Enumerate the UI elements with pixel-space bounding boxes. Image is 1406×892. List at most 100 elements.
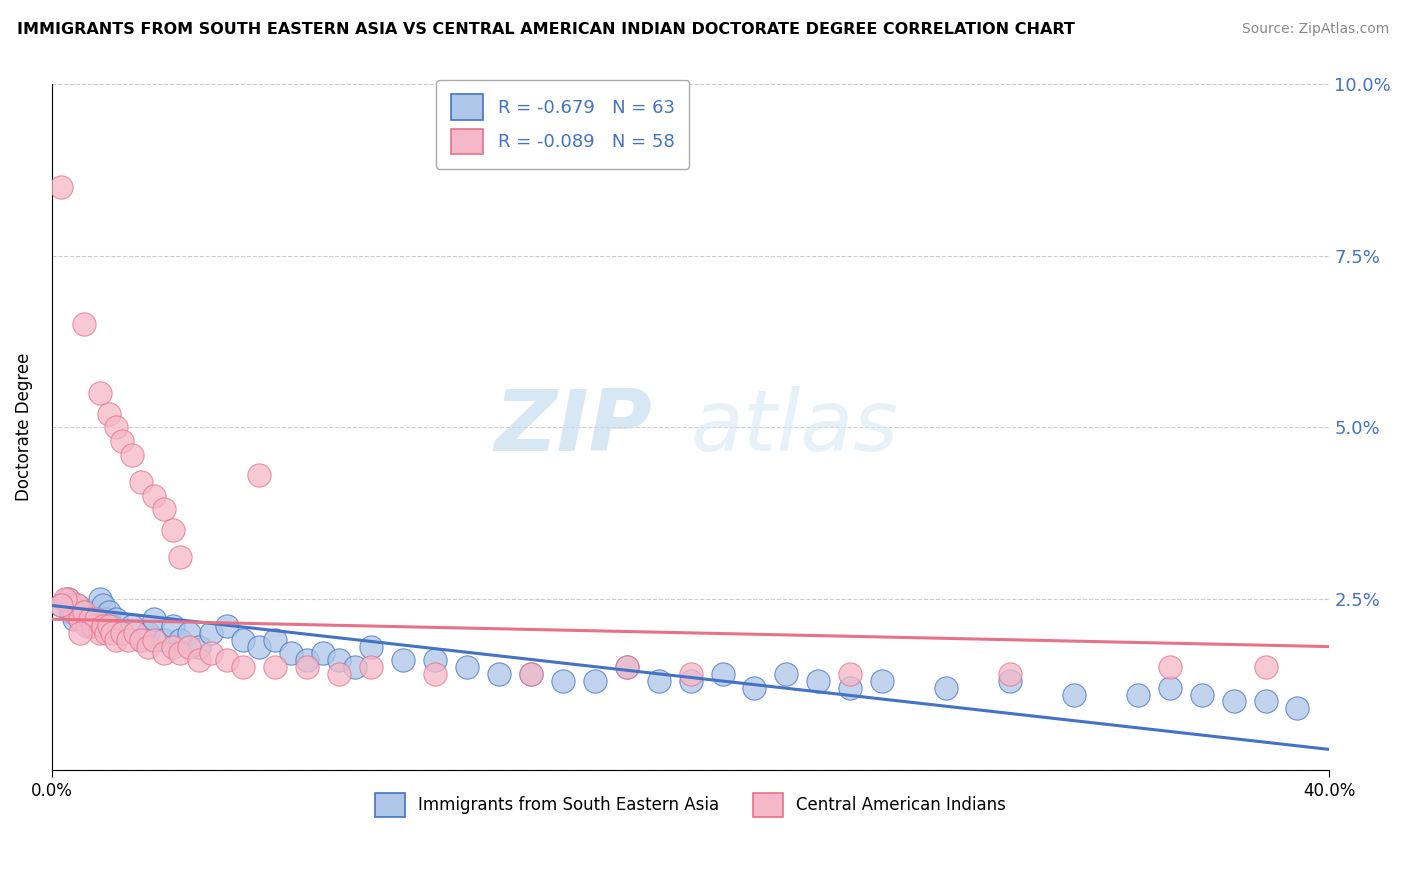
Point xyxy=(91,599,114,613)
Point xyxy=(143,632,166,647)
Point xyxy=(935,681,957,695)
Point xyxy=(583,673,606,688)
Point xyxy=(744,681,766,695)
Point xyxy=(73,605,96,619)
Point xyxy=(86,612,108,626)
Point xyxy=(264,632,287,647)
Legend: Immigrants from South Eastern Asia, Central American Indians: Immigrants from South Eastern Asia, Cent… xyxy=(368,787,1012,823)
Point xyxy=(360,640,382,654)
Point xyxy=(1191,688,1213,702)
Point xyxy=(870,673,893,688)
Point xyxy=(76,612,98,626)
Point xyxy=(101,626,124,640)
Point xyxy=(177,640,200,654)
Point xyxy=(1254,694,1277,708)
Point xyxy=(79,619,101,633)
Point xyxy=(89,591,111,606)
Point xyxy=(111,626,134,640)
Point xyxy=(679,673,702,688)
Point xyxy=(711,667,734,681)
Point xyxy=(1063,688,1085,702)
Point xyxy=(187,640,209,654)
Text: Source: ZipAtlas.com: Source: ZipAtlas.com xyxy=(1241,22,1389,37)
Point xyxy=(551,673,574,688)
Point xyxy=(998,673,1021,688)
Point xyxy=(129,632,152,647)
Point xyxy=(392,653,415,667)
Point xyxy=(328,667,350,681)
Y-axis label: Doctorate Degree: Doctorate Degree xyxy=(15,353,32,501)
Point xyxy=(53,591,76,606)
Point xyxy=(280,647,302,661)
Point xyxy=(51,599,73,613)
Point xyxy=(66,599,89,613)
Point xyxy=(264,660,287,674)
Point xyxy=(839,667,862,681)
Point xyxy=(232,660,254,674)
Point xyxy=(51,599,73,613)
Point xyxy=(616,660,638,674)
Point xyxy=(82,619,104,633)
Point xyxy=(69,626,91,640)
Point xyxy=(1159,681,1181,695)
Point xyxy=(1286,701,1309,715)
Point xyxy=(98,619,121,633)
Point xyxy=(232,632,254,647)
Point xyxy=(520,667,543,681)
Point xyxy=(344,660,367,674)
Point xyxy=(143,612,166,626)
Point xyxy=(162,523,184,537)
Point xyxy=(775,667,797,681)
Point xyxy=(63,612,86,626)
Point xyxy=(169,632,191,647)
Point xyxy=(121,619,143,633)
Point xyxy=(328,653,350,667)
Point xyxy=(136,626,159,640)
Point xyxy=(297,660,319,674)
Point xyxy=(69,612,91,626)
Point xyxy=(360,660,382,674)
Text: atlas: atlas xyxy=(690,385,898,468)
Point xyxy=(94,626,117,640)
Point xyxy=(177,626,200,640)
Point xyxy=(839,681,862,695)
Point xyxy=(69,612,91,626)
Point xyxy=(187,653,209,667)
Point xyxy=(89,626,111,640)
Point xyxy=(86,612,108,626)
Point xyxy=(1222,694,1244,708)
Point xyxy=(456,660,478,674)
Point xyxy=(143,489,166,503)
Point xyxy=(312,647,335,661)
Point xyxy=(162,619,184,633)
Point xyxy=(200,626,222,640)
Point xyxy=(121,448,143,462)
Text: ZIP: ZIP xyxy=(495,385,652,468)
Point xyxy=(98,605,121,619)
Point xyxy=(136,640,159,654)
Point xyxy=(169,647,191,661)
Point xyxy=(56,591,79,606)
Point xyxy=(91,619,114,633)
Point xyxy=(169,550,191,565)
Point xyxy=(111,434,134,448)
Point xyxy=(247,640,270,654)
Point xyxy=(1126,688,1149,702)
Point xyxy=(101,619,124,633)
Point xyxy=(129,475,152,489)
Point xyxy=(217,653,239,667)
Point xyxy=(807,673,830,688)
Point xyxy=(89,386,111,401)
Point xyxy=(1254,660,1277,674)
Point xyxy=(162,640,184,654)
Point xyxy=(129,632,152,647)
Point xyxy=(647,673,669,688)
Point xyxy=(111,626,134,640)
Point xyxy=(200,647,222,661)
Point xyxy=(488,667,510,681)
Point xyxy=(247,468,270,483)
Point xyxy=(73,605,96,619)
Point xyxy=(117,632,139,647)
Point xyxy=(56,591,79,606)
Point xyxy=(63,605,86,619)
